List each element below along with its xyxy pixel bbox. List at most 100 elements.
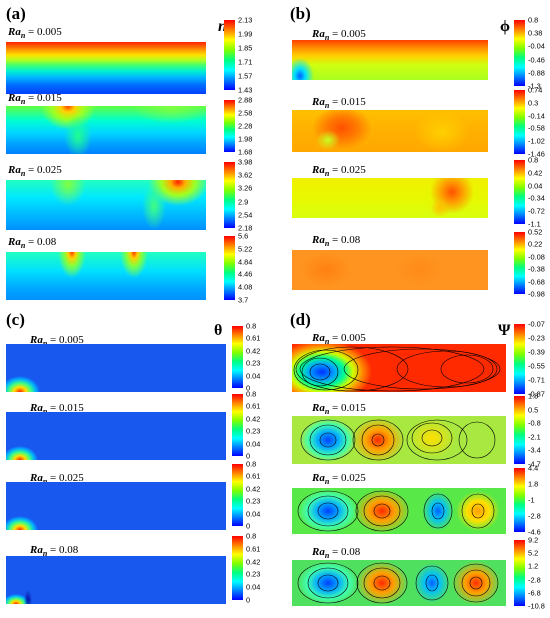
colorbar-tick-label: -1 [528,495,535,505]
panel-c-label: (c) [6,310,25,329]
colorbar-tick-label: -6.8 [528,588,541,598]
colorbar-tick-label: 3.62 [238,170,253,180]
colorbar-tick-label: 3.98 [238,157,253,167]
colorbar-tick-label: 0.23 [246,358,261,368]
panel-d-case-2-streamlines [300,419,496,461]
colorbar-tick-label: 0.23 [246,496,261,506]
panel-b-case-3-colorbar [514,160,525,224]
colorbar-tick-label: 0.23 [246,426,261,436]
colorbar-tick-label: 0.52 [528,227,543,237]
colorbar-tick-label: -1.02 [528,136,545,146]
colorbar-tick-label: 0.61 [246,333,261,343]
colorbar-tick-label: -0.38 [528,264,545,274]
panel-d-case-1-label: Ran = 0.005 [312,332,366,347]
colorbar-tick-label: 4.08 [238,282,253,292]
colorbar-tick-label: 0 [246,451,251,461]
panel-a-case-1-field [6,42,206,94]
colorbar-tick-label: 0.42 [246,346,261,356]
colorbar-tick-label: 1.8 [528,391,539,401]
colorbar-tick-label: 1.68 [238,147,253,157]
panel-b-case-1-colorbar [514,20,525,86]
panel-d-case-1-streamlines [293,346,501,392]
colorbar-tick-label: -3.4 [528,445,541,455]
colorbar-tick-label: 1.99 [238,29,253,39]
colorbar-tick-label: 0.5 [528,405,539,415]
panel-d-case-1-colorbar [514,324,525,394]
panel-a-label: (a) [6,4,26,23]
colorbar-tick-label: 5.2 [528,548,539,558]
panel-a-case-2-label: Ran = 0.015 [8,92,62,107]
colorbar-tick-label: 4.46 [238,269,253,279]
colorbar-tick-label: 0 [246,383,251,393]
panel-c-case-2-label: Ran = 0.015 [30,402,84,416]
panel-b-case-1-field [292,40,488,80]
colorbar-tick-label: -0.58 [528,123,545,133]
colorbar-tick-label: 2.58 [238,108,253,118]
colorbar-tick-label: 1.8 [528,479,539,489]
colorbar-tick-label: 9.2 [528,535,539,545]
colorbar-tick-label: -0.72 [528,206,545,216]
panel-c-case-1-colorbar [232,326,243,388]
panel-d-case-4-label: Ran = 0.08 [312,546,361,561]
colorbar-tick-label: 0.42 [246,414,261,424]
colorbar-tick-label: 0.22 [528,239,543,249]
colorbar-tick-label: 0.8 [246,531,257,541]
colorbar-tick-label: 0 [246,595,251,605]
colorbar-tick-label: 2.28 [238,121,253,131]
panel-b-case-2-label: Ran = 0.015 [312,96,366,111]
colorbar-tick-label: -10.8 [528,601,545,611]
panel-d-case-3-field [292,488,506,534]
colorbar-tick-label: 0.23 [246,569,261,579]
colorbar-tick-label: 5.22 [238,244,253,254]
panel-d-case-2-field [292,416,506,464]
colorbar-tick-label: -0.07 [528,319,545,329]
panel-d-symbol: Ψ [498,322,511,339]
colorbar-tick-label: 1.57 [238,71,253,81]
panel-c-case-4-field [6,556,226,604]
panel-b-case-4-field [292,250,488,290]
colorbar-tick-label: -0.04 [528,41,545,51]
colorbar-tick-label: 1.43 [238,85,253,95]
panel-d-case-1-field [292,344,506,392]
panel-a-symbol: n [218,18,227,35]
colorbar-tick-label: 0.42 [246,557,261,567]
colorbar-tick-label: -0.39 [528,347,545,357]
panel-c-case-3-label: Ran = 0.025 [30,472,84,486]
colorbar-tick-label: 1.2 [528,561,539,571]
panel-b-case-1-label: Ran = 0.005 [312,28,366,43]
colorbar-tick-label: 0.04 [246,371,261,381]
colorbar-tick-label: -0.71 [528,375,545,385]
panel-a-case-3-colorbar [224,162,235,228]
colorbar-tick-label: 0.74 [528,85,543,95]
panel-d-case-3-streamlines [297,490,495,532]
colorbar-tick-label: 3.26 [238,183,253,193]
colorbar-tick-label: -0.08 [528,252,545,262]
colorbar-tick-label: -2.8 [528,511,541,521]
colorbar-tick-label: -4.7 [528,459,541,469]
colorbar-tick-label: 0.61 [246,401,261,411]
panel-a-case-2-field [6,106,206,154]
colorbar-tick-label: 5.6 [238,231,249,241]
colorbar-tick-label: 1.85 [238,43,253,53]
colorbar-tick-label: -0.23 [528,333,545,343]
panel-c-case-1-label: Ran = 0.005 [30,334,84,348]
panel-d-label: (d) [290,310,311,329]
colorbar-tick-label: -0.34 [528,193,545,203]
colorbar-tick-label: 0.61 [246,544,261,554]
colorbar-tick-label: 2.54 [238,210,253,220]
panel-c-case-4-colorbar [232,536,243,600]
panel-c-case-1-field [6,344,226,392]
colorbar-tick-label: 0.3 [528,98,539,108]
panel-a-case-3-label: Ran = 0.025 [8,164,62,179]
colorbar-tick-label: 3.7 [238,295,249,305]
colorbar-tick-label: 0.8 [528,15,539,25]
panel-c-case-3-colorbar [232,464,243,526]
colorbar-tick-label: -1.1 [528,219,541,229]
panel-a-case-2-colorbar [224,100,235,152]
colorbar-tick-label: 0.8 [246,459,257,469]
panel-d-case-3-colorbar [514,468,525,532]
colorbar-tick-label: -0.55 [528,361,545,371]
panel-d-case-2-label: Ran = 0.015 [312,402,366,417]
colorbar-tick-label: 1.71 [238,57,253,67]
